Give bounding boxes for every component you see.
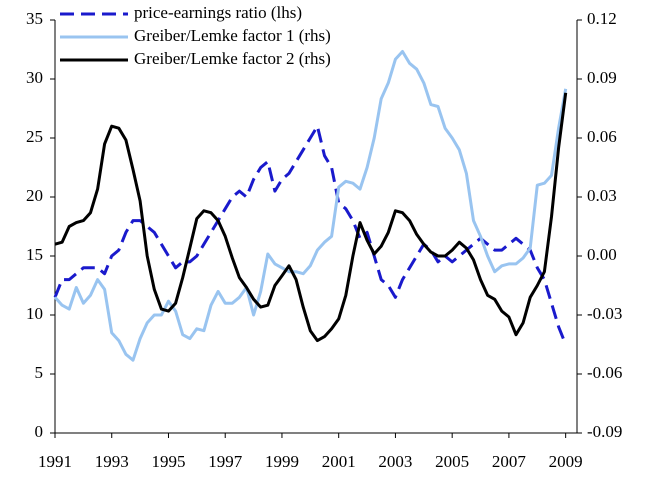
y2-tick-label: -0.03: [587, 304, 622, 323]
y-tick-label: 0: [35, 422, 44, 441]
legend-label: price-earnings ratio (lhs): [134, 3, 302, 22]
y2-tick-label: -0.09: [587, 422, 622, 441]
x-tick-label: 1999: [265, 452, 299, 471]
x-tick-label: 1993: [95, 452, 129, 471]
y-tick-label: 10: [26, 304, 43, 323]
y2-tick-label: 0.00: [587, 245, 617, 264]
line-series: [53, 50, 568, 362]
y-tick-label: 20: [26, 186, 43, 205]
x-tick-label: 2003: [378, 452, 412, 471]
legend-label: Greiber/Lemke factor 1 (rhs): [134, 26, 331, 45]
y2-tick-label: 0.12: [587, 9, 617, 28]
y2-tick-label: 0.09: [587, 68, 617, 87]
y2-tick-label: -0.06: [587, 363, 622, 382]
y-tick-label: 30: [26, 68, 43, 87]
y2-tick-label: 0.06: [587, 127, 617, 146]
legend-label: Greiber/Lemke factor 2 (rhs): [134, 49, 331, 68]
y-tick-label: 15: [26, 245, 43, 264]
x-tick-label: 1991: [38, 452, 72, 471]
x-tick-label: 2005: [435, 452, 469, 471]
y-tick-label: 25: [26, 127, 43, 146]
x-tick-label: 2009: [549, 452, 583, 471]
x-tick-label: 2007: [492, 452, 527, 471]
y-tick-label: 35: [26, 9, 43, 28]
x-tick-label: 2001: [322, 452, 356, 471]
x-tick-label: 1997: [208, 452, 243, 471]
x-tick-label: 1995: [151, 452, 185, 471]
line-series: [54, 92, 568, 343]
y-tick-label: 5: [35, 363, 44, 382]
y2-tick-label: 0.03: [587, 186, 617, 205]
